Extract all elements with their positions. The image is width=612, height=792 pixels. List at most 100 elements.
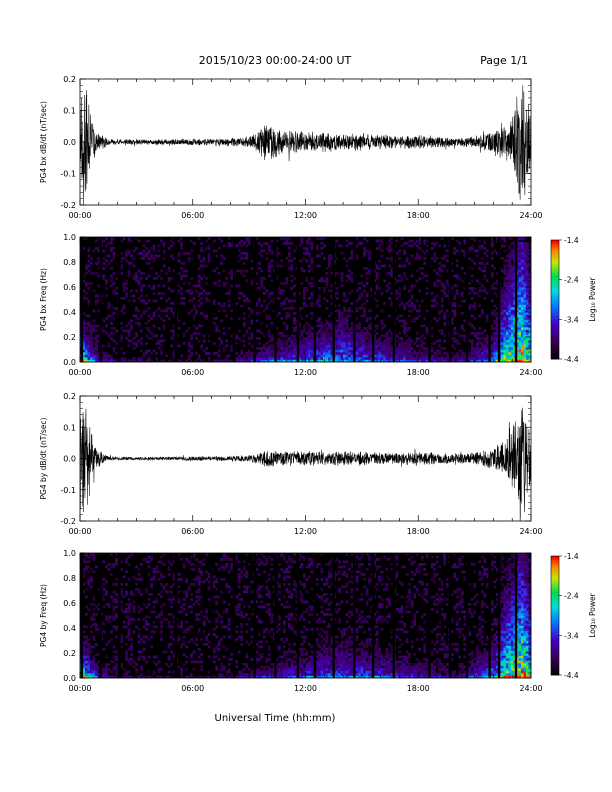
heatmap-cell bbox=[525, 354, 529, 358]
heatmap-cell bbox=[420, 357, 424, 360]
heatmap-cell bbox=[435, 257, 439, 260]
heatmap-cell bbox=[240, 670, 244, 674]
heatmap-cell bbox=[160, 638, 163, 641]
heatmap-cell bbox=[250, 580, 254, 584]
heatmap-cell bbox=[152, 292, 156, 295]
heatmap-cell bbox=[185, 593, 189, 596]
heatmap-cell bbox=[167, 573, 171, 576]
heatmap-cell bbox=[503, 329, 507, 333]
heatmap-cell bbox=[212, 352, 216, 355]
y-tick-label: 0.0 bbox=[63, 358, 76, 367]
heatmap-cell bbox=[142, 558, 146, 561]
heatmap-cell bbox=[453, 302, 457, 305]
heatmap-cell bbox=[240, 643, 244, 646]
heatmap-cell bbox=[318, 357, 321, 360]
heatmap-cell bbox=[222, 302, 226, 305]
heatmap-cell bbox=[150, 583, 153, 586]
heatmap-cell bbox=[315, 352, 319, 355]
heatmap-cell bbox=[523, 282, 527, 285]
heatmap-cell bbox=[338, 317, 341, 320]
heatmap-cell bbox=[255, 568, 259, 571]
heatmap-cell bbox=[227, 620, 231, 624]
heatmap-cell bbox=[147, 249, 151, 253]
heatmap-cell bbox=[212, 650, 216, 654]
heatmap-cell bbox=[380, 322, 384, 325]
heatmap-cell bbox=[107, 302, 111, 305]
heatmap-cell bbox=[515, 279, 519, 283]
heatmap-cell bbox=[443, 312, 447, 315]
heatmap-cell bbox=[152, 249, 156, 253]
heatmap-cell bbox=[92, 670, 96, 674]
heatmap-cell bbox=[90, 339, 93, 343]
heatmap-cell bbox=[508, 244, 512, 248]
heatmap-cell bbox=[172, 337, 176, 340]
heatmap-cell bbox=[82, 294, 86, 298]
heatmap-cell bbox=[398, 349, 402, 353]
heatmap-cell bbox=[112, 665, 116, 669]
heatmap-cell bbox=[508, 327, 512, 330]
heatmap-cell bbox=[483, 289, 487, 293]
heatmap-cell bbox=[520, 237, 524, 240]
heatmap-cell bbox=[250, 352, 254, 355]
heatmap-cell bbox=[388, 357, 391, 360]
heatmap-cell bbox=[408, 289, 412, 293]
heatmap-cell bbox=[180, 287, 184, 290]
heatmap-cell bbox=[207, 237, 211, 240]
heatmap-cell bbox=[235, 613, 239, 616]
heatmap-cell bbox=[227, 668, 231, 671]
heatmap-cell bbox=[102, 648, 106, 651]
heatmap-cell bbox=[360, 274, 364, 278]
heatmap-cell bbox=[237, 675, 241, 679]
heatmap-cell bbox=[525, 329, 529, 333]
heatmap-cell bbox=[82, 650, 86, 654]
heatmap-cell bbox=[493, 304, 497, 308]
heatmap-cell bbox=[423, 349, 427, 353]
heatmap-cell bbox=[365, 239, 369, 243]
heatmap-cell bbox=[438, 244, 442, 248]
heatmap-cell bbox=[120, 605, 123, 609]
heatmap-cell bbox=[315, 354, 319, 358]
heatmap-cell bbox=[227, 292, 231, 295]
heatmap-cell bbox=[90, 673, 93, 676]
heatmap-cell bbox=[170, 307, 174, 310]
heatmap-cell bbox=[225, 648, 229, 651]
heatmap-cell bbox=[255, 560, 259, 564]
heatmap-cell bbox=[255, 650, 259, 654]
heatmap-cell bbox=[125, 610, 128, 614]
heatmap-cell bbox=[162, 284, 166, 288]
heatmap-cell bbox=[205, 292, 209, 295]
heatmap-cell bbox=[325, 322, 329, 325]
heatmap-cell bbox=[95, 675, 98, 679]
heatmap-cell bbox=[430, 292, 434, 295]
heatmap-cell bbox=[360, 352, 364, 355]
heatmap-cell bbox=[157, 670, 161, 674]
heatmap-cell bbox=[287, 359, 291, 363]
heatmap-cell bbox=[235, 608, 239, 611]
heatmap-cell bbox=[528, 297, 532, 300]
heatmap-cell bbox=[227, 590, 231, 594]
heatmap-cell bbox=[150, 645, 153, 649]
heatmap-cell bbox=[217, 302, 221, 305]
heatmap-cell bbox=[102, 359, 106, 363]
heatmap-cell bbox=[115, 583, 118, 586]
heatmap-cell bbox=[260, 352, 264, 355]
heatmap-cell bbox=[242, 663, 246, 666]
heatmap-cell bbox=[350, 357, 354, 360]
heatmap-cell bbox=[270, 259, 274, 263]
heatmap-cell bbox=[285, 282, 289, 285]
heatmap-cell bbox=[500, 307, 504, 310]
heatmap-cell bbox=[485, 352, 489, 355]
heatmap-cell bbox=[305, 252, 309, 255]
heatmap-cell bbox=[212, 249, 216, 253]
heatmap-cell bbox=[187, 605, 191, 609]
heatmap-cell bbox=[343, 319, 346, 323]
data-gap bbox=[488, 237, 491, 362]
heatmap-cell bbox=[240, 239, 244, 243]
heatmap-cell bbox=[520, 299, 524, 303]
heatmap-cell bbox=[107, 568, 111, 571]
heatmap-cell bbox=[378, 259, 381, 263]
heatmap-cell bbox=[157, 249, 161, 253]
heatmap-cell bbox=[495, 344, 499, 348]
heatmap-cell bbox=[355, 349, 359, 353]
heatmap-cell bbox=[152, 312, 156, 315]
